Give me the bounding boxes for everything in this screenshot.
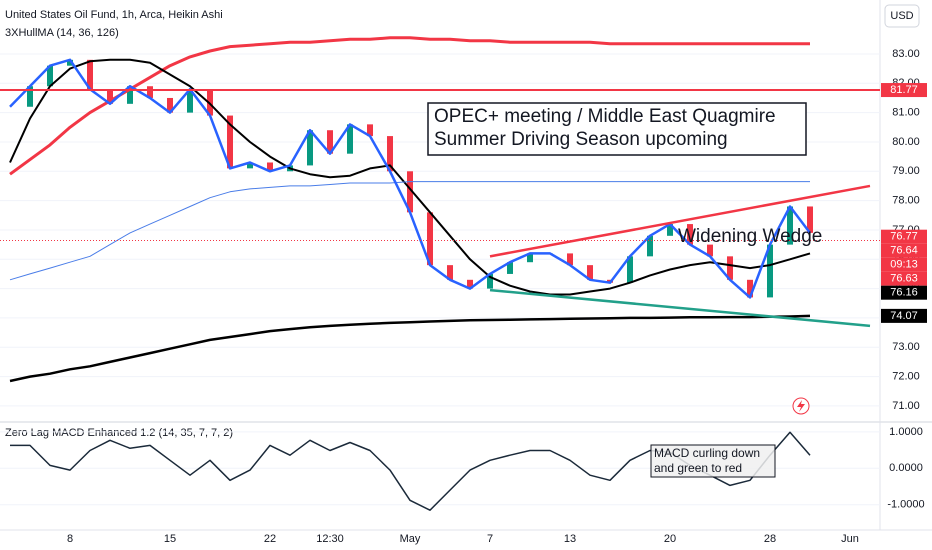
price-label-box <box>881 271 927 286</box>
hull-line <box>9 58 811 299</box>
y-tick-label: 71.00 <box>892 400 920 412</box>
chart-title: United States Oil Fund, 1h, Arca, Heikin… <box>5 9 223 21</box>
x-tick-label: 15 <box>164 533 176 545</box>
price-label-box <box>881 257 927 272</box>
candle <box>567 253 573 266</box>
candle <box>307 130 313 166</box>
candle <box>227 115 233 169</box>
candle <box>747 279 753 298</box>
candle <box>667 224 673 236</box>
indicator-line <box>9 36 810 176</box>
candle <box>427 212 433 266</box>
macd-title: Zero Lag MACD Enhanced 1.2 (14, 35, 7, 7… <box>5 427 233 439</box>
candle <box>247 162 253 169</box>
price-label-box <box>881 229 927 244</box>
y-tick-label: 80.00 <box>892 136 920 148</box>
currency-button[interactable] <box>884 4 920 28</box>
candle <box>267 162 273 172</box>
candle <box>67 59 73 66</box>
candle <box>707 244 713 257</box>
candle <box>407 171 413 213</box>
candle <box>767 244 773 298</box>
y-tick-label: 1.0000 <box>889 426 923 438</box>
candle <box>187 89 193 113</box>
candle <box>447 265 453 280</box>
macd-annotation-line: and green to red <box>654 461 742 475</box>
candle <box>507 262 513 274</box>
price-label: 76.77 <box>890 231 918 243</box>
price-label-box <box>881 308 927 323</box>
candle <box>347 124 353 154</box>
candle <box>147 86 153 98</box>
x-tick-label: 22 <box>264 533 276 545</box>
candle <box>27 86 33 107</box>
y-tick-label: 79.00 <box>892 165 920 177</box>
candle <box>807 206 813 233</box>
candle <box>647 235 653 257</box>
candle <box>207 89 213 116</box>
price-label: 76.64 <box>890 245 918 257</box>
price-label: 09:13 <box>890 259 918 271</box>
currency: USD <box>890 10 913 22</box>
trend-line <box>489 184 871 258</box>
y-tick-label: 72.00 <box>892 370 920 382</box>
candle <box>367 124 373 137</box>
candle <box>587 265 593 280</box>
price-label-box <box>881 285 927 300</box>
x-tick-label: 12:30 <box>316 533 344 545</box>
indicator-title: 3XHullMA (14, 36, 126) <box>5 27 119 39</box>
price-label-box <box>881 83 927 98</box>
candle <box>107 89 113 104</box>
pattern-label: Widening Wedge <box>678 226 822 247</box>
candle <box>167 97 173 113</box>
candle <box>487 273 493 289</box>
price-label: 76.16 <box>890 287 918 299</box>
candle <box>327 130 333 154</box>
alert-bolt <box>797 400 805 412</box>
macd-annotation-box <box>650 444 776 478</box>
indicator-line <box>9 314 811 383</box>
x-tick-label: May <box>400 533 421 545</box>
candle <box>627 256 633 283</box>
x-tick-label: Jun <box>841 533 859 545</box>
candle <box>787 206 793 245</box>
candle <box>387 136 393 172</box>
candle <box>47 65 53 87</box>
trend-line <box>489 288 871 328</box>
y-tick-label: 73.00 <box>892 341 920 353</box>
y-tick-label: 81.00 <box>892 107 920 119</box>
y-tick-label: 83.00 <box>892 48 920 60</box>
macd-annotation-line: MACD curling down <box>654 446 760 460</box>
x-tick-label: 20 <box>664 533 676 545</box>
price-label: 76.63 <box>890 273 918 285</box>
x-tick-label: 7 <box>487 533 493 545</box>
indicator-line <box>9 181 810 281</box>
candle <box>467 279 473 289</box>
x-tick-label: 13 <box>564 533 576 545</box>
y-tick-label: 0.0000 <box>889 462 923 474</box>
annotation-line: OPEC+ meeting / Middle East Quagmire <box>434 106 776 127</box>
candle <box>527 253 533 263</box>
annotation-line: Summer Driving Season upcoming <box>434 129 728 150</box>
candle <box>727 256 733 280</box>
candle <box>687 224 693 245</box>
candle <box>127 86 133 104</box>
x-tick-label: 8 <box>67 533 73 545</box>
annotation-box <box>427 102 807 156</box>
x-tick-label: 28 <box>764 533 776 545</box>
price-label: 81.77 <box>890 84 918 96</box>
candle <box>87 59 93 90</box>
price-label-box <box>881 243 927 258</box>
price-label: 74.07 <box>890 310 918 322</box>
y-tick-label: 78.00 <box>892 195 920 207</box>
indicator-line <box>9 58 811 296</box>
y-tick-label: -1.0000 <box>887 499 924 511</box>
